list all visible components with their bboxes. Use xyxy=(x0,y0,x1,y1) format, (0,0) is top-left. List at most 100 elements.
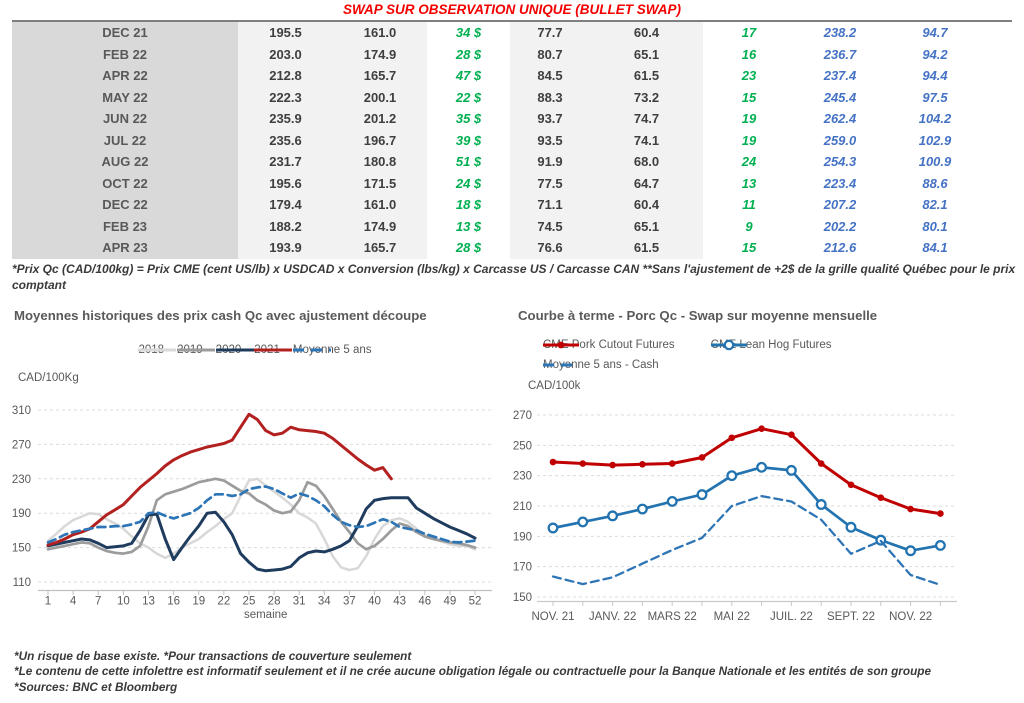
us-diff-cell: 24 xyxy=(703,151,795,173)
qc-diff-cell: 34 $ xyxy=(427,22,510,44)
data-point-marker xyxy=(698,454,706,461)
y-tick-label: 190 xyxy=(513,531,532,543)
us-cash-cell: 61.5 xyxy=(590,65,703,87)
data-point-marker xyxy=(905,545,917,557)
legend-item: Moyenne 5 ans - Cash xyxy=(543,359,659,371)
series-line-2018 xyxy=(46,477,477,572)
data-point-marker xyxy=(785,464,797,476)
legend-item: CME Pork Cutout Futures xyxy=(543,339,675,351)
us-cash-cell: 74.7 xyxy=(590,108,703,130)
us-cash-cell: 60.4 xyxy=(590,22,703,44)
table-row: FEB 23 188.2 174.9 13 $74.5 65.1 9 202.2 80.1 xyxy=(12,215,1012,237)
data-point-marker xyxy=(639,460,646,468)
x-tick-label: 1 xyxy=(45,596,51,608)
y-tick-label: 270 xyxy=(12,439,31,451)
data-point-marker xyxy=(907,505,914,513)
qc-cash-cell: 201.2 xyxy=(333,108,427,130)
qc-diff-cell: 35 $ xyxy=(427,108,510,130)
hog-cell: 84.1 xyxy=(885,237,985,259)
x-tick-label: 43 xyxy=(393,596,406,608)
us-swap-cell: 84.5 xyxy=(510,65,590,87)
table-row: DEC 21 195.5 161.0 34 $77.7 60.4 17 238.2 94.7 xyxy=(12,22,1012,44)
qc-swap-cell: 193.9 xyxy=(238,237,333,259)
qc-cash-cell: 196.7 xyxy=(333,129,427,151)
qc-cash-cell: 180.8 xyxy=(333,151,427,173)
legend-row: Moyenne 5 ans - Cash xyxy=(543,355,831,375)
x-tick-label: 4 xyxy=(70,596,77,608)
month-cell: DEC 21 xyxy=(12,22,238,44)
us-diff-cell: 17 xyxy=(703,22,795,44)
x-tick-label: 37 xyxy=(343,596,356,608)
y-tick-label: 110 xyxy=(13,577,31,589)
qc-diff-cell: 51 $ xyxy=(427,151,510,173)
page-title: SWAP SUR OBSERVATION UNIQUE (BULLET SWAP… xyxy=(342,2,681,17)
month-cell: JUL 22 xyxy=(12,129,238,151)
month-cell: MAY 22 xyxy=(12,86,238,108)
hog-cell: 97.5 xyxy=(885,86,985,108)
table-row: DEC 22 179.4 161.0 18 $71.1 60.4 11 207.2 82.1 xyxy=(12,194,1012,216)
x-tick-label: 34 xyxy=(318,596,331,608)
legend-swatch-line xyxy=(710,339,747,351)
left-chart-title: Moyennes historiques des prix cash Qc av… xyxy=(14,308,427,323)
qc-swap-cell: 235.6 xyxy=(238,129,333,151)
qc-cash-cell: 165.7 xyxy=(333,237,427,259)
x-tick-label: SEPT. 22 xyxy=(827,611,875,623)
us-cash-cell: 64.7 xyxy=(590,172,703,194)
qc-diff-cell: 28 $ xyxy=(427,43,510,65)
us-cash-cell: 65.1 xyxy=(590,43,703,65)
us-swap-cell: 88.3 xyxy=(510,86,590,108)
x-tick-label: 16 xyxy=(167,596,180,608)
data-point-marker xyxy=(728,434,736,442)
hog-cell: 82.1 xyxy=(885,194,985,216)
us-diff-cell: 13 xyxy=(703,172,795,194)
data-point-marker xyxy=(579,460,587,467)
data-point-marker xyxy=(845,521,857,533)
table-row: AUG 22 231.7 180.8 51 $91.9 68.0 24 254.3 100.9 xyxy=(12,151,1012,173)
data-point-marker xyxy=(696,489,708,501)
footer-notes: *Un risque de base existe. *Pour transac… xyxy=(14,649,1014,695)
legend-item: CME Lean Hog Futures xyxy=(710,339,832,351)
qc-swap-cell: 195.6 xyxy=(238,172,333,194)
month-cell: AUG 22 xyxy=(12,151,238,173)
x-tick-label: 22 xyxy=(217,596,230,608)
cutout-cell: 237.4 xyxy=(795,65,885,87)
us-swap-cell: 80.7 xyxy=(510,43,590,65)
us-cash-cell: 60.4 xyxy=(590,194,703,216)
legend-item: 2019 xyxy=(177,344,216,356)
us-swap-cell: 77.7 xyxy=(510,22,590,44)
hog-cell: 94.2 xyxy=(885,43,985,65)
month-cell: APR 23 xyxy=(12,237,238,259)
month-cell: OCT 22 xyxy=(12,172,238,194)
legend-label: CME Lean Hog Futures xyxy=(710,339,832,351)
series-line-cme-pork-cutout-futures xyxy=(551,427,942,516)
qc-cash-cell: 161.0 xyxy=(333,22,427,44)
legend-swatch-line xyxy=(215,348,254,352)
qc-cash-cell: 174.9 xyxy=(333,215,427,237)
legend-swatch-line xyxy=(254,348,293,352)
qc-diff-cell: 18 $ xyxy=(427,194,510,216)
us-diff-cell: 16 xyxy=(703,43,795,65)
us-diff-cell: 9 xyxy=(703,215,795,237)
data-point-marker xyxy=(817,460,825,467)
x-axis-label: semaine xyxy=(244,609,287,621)
us-swap-cell: 74.5 xyxy=(510,215,590,237)
data-point-marker xyxy=(788,431,795,439)
data-point-marker xyxy=(937,510,944,517)
series-line-2019 xyxy=(46,477,477,555)
y-tick-label: 170 xyxy=(513,562,532,574)
y-tick-label: 230 xyxy=(513,471,532,483)
us-cash-cell: 68.0 xyxy=(590,151,703,173)
x-tick-label: NOV. 21 xyxy=(531,611,574,623)
data-point-marker xyxy=(547,522,559,534)
footer-line-sources: *Sources: BNC et Bloomberg xyxy=(14,679,178,694)
footer-line-legal: *Le contenu de cette infolettre est info… xyxy=(14,664,932,679)
us-swap-cell: 93.5 xyxy=(510,129,590,151)
legend-item: Moyenne 5 ans xyxy=(292,344,372,356)
qc-diff-cell: 47 $ xyxy=(427,65,510,87)
qc-swap-cell: 179.4 xyxy=(238,194,333,216)
us-diff-cell: 11 xyxy=(703,194,795,216)
data-point-marker xyxy=(607,510,619,522)
data-point-marker xyxy=(877,494,885,501)
qc-cash-cell: 174.9 xyxy=(333,43,427,65)
